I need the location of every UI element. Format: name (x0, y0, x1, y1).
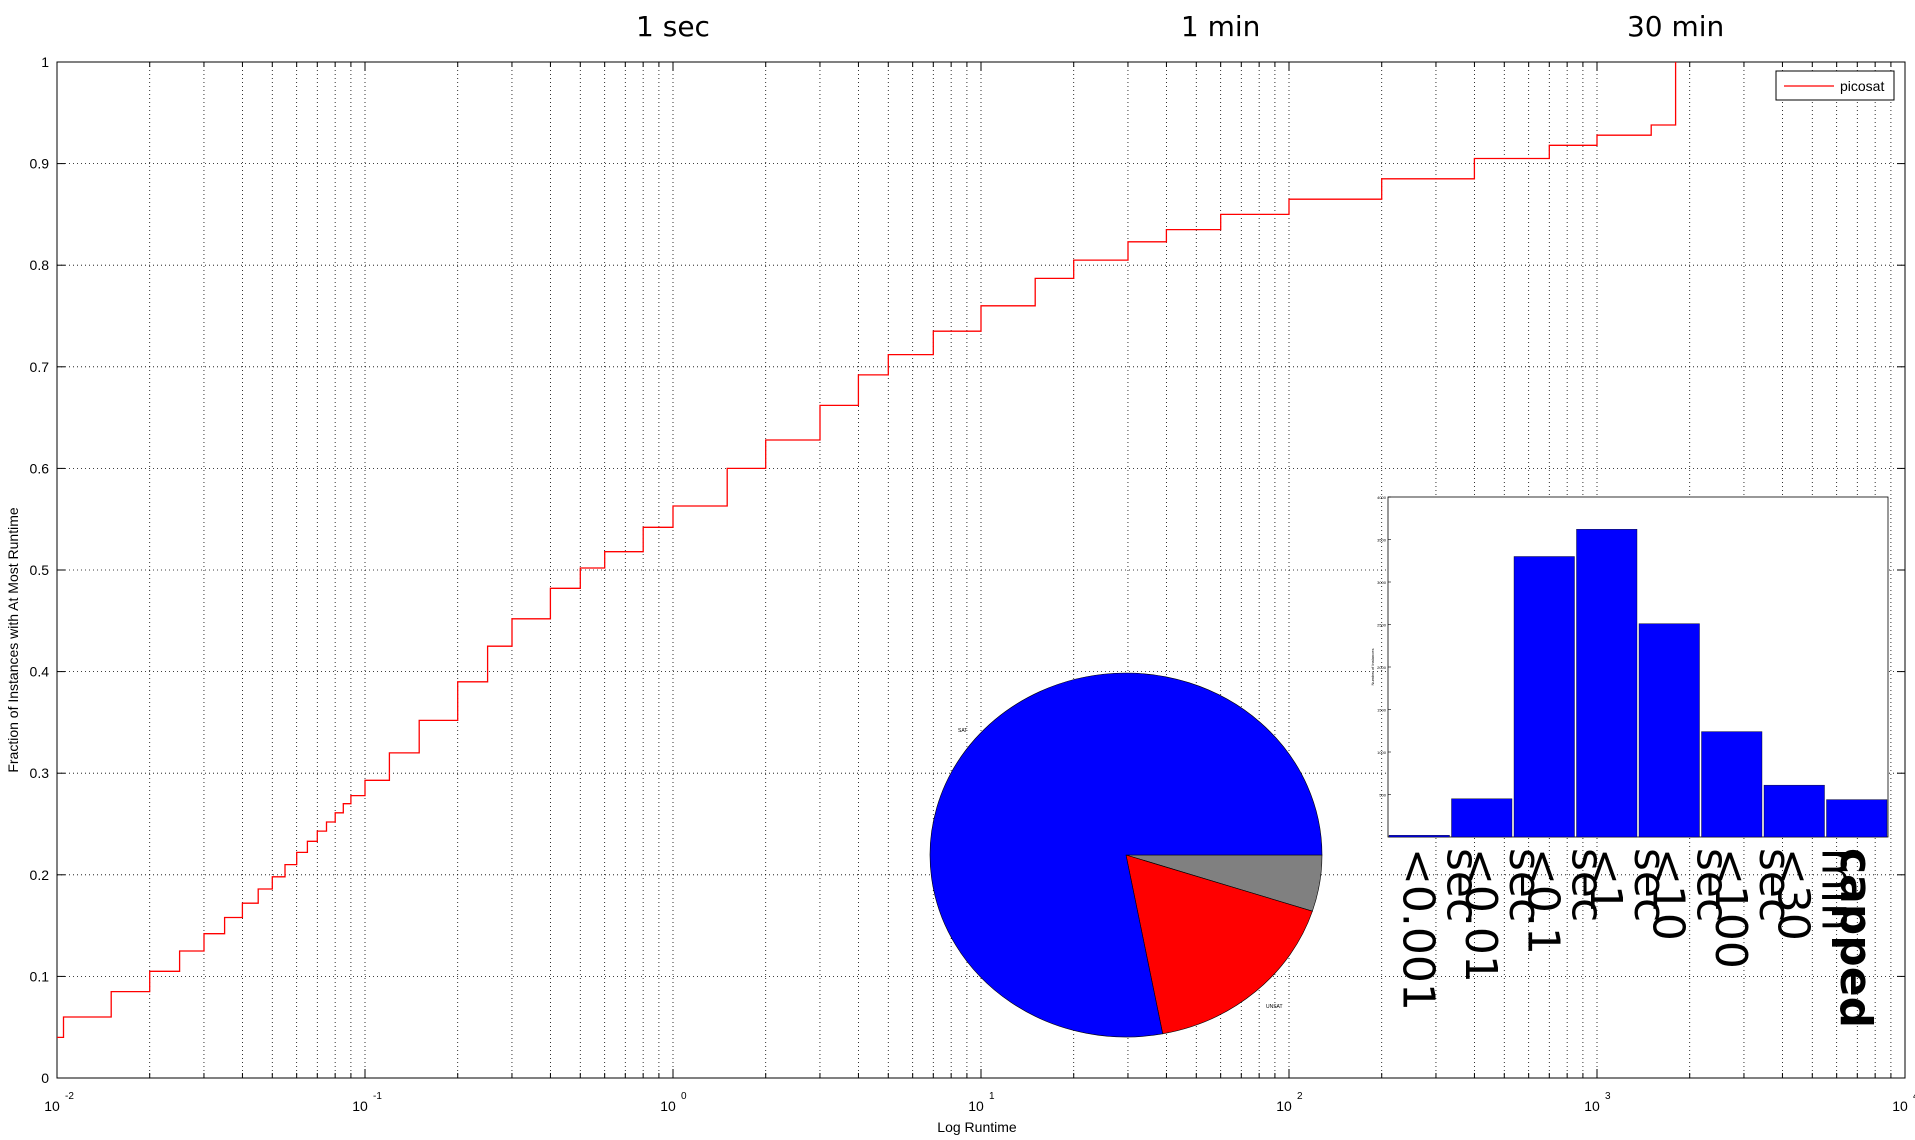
bar-y-tick-label: 2000 (1377, 665, 1387, 670)
x-tick-exponent: 0 (681, 1091, 687, 1102)
bar (1513, 556, 1575, 838)
bar (1451, 798, 1513, 838)
time-annotation: 30 min (1627, 10, 1724, 43)
bar (1388, 835, 1450, 838)
y-tick-label: 0.5 (30, 562, 50, 578)
main-tick-labels: 00.10.20.30.40.50.60.70.80.9110-210-1100… (30, 54, 1915, 1114)
y-tick-label: 1 (41, 54, 49, 70)
x-tick-label: 10 (352, 1098, 368, 1114)
y-tick-label: 0.8 (30, 257, 50, 273)
time-annotation: 1 min (1181, 10, 1261, 43)
bar (1638, 623, 1700, 838)
bar (1826, 799, 1888, 838)
bar-category-label: <0.01sec (1455, 848, 1550, 983)
y-tick-label: 0.1 (30, 968, 50, 984)
bar-y-tick-label: 500 (1379, 793, 1386, 798)
main-axis-ticks (56, 61, 1905, 1079)
bar (1701, 731, 1763, 838)
y-tick-label: 0.2 (30, 867, 50, 883)
pie-label-sat: SAT (958, 728, 967, 734)
bar-axes-frame (1387, 496, 1889, 838)
bar (1763, 784, 1825, 838)
bar-y-axis-label: Number of Instances (1370, 649, 1375, 686)
x-tick-exponent: 3 (1605, 1091, 1611, 1102)
bar-y-tick-label: 3500 (1377, 538, 1387, 543)
bar (1576, 529, 1638, 838)
y-tick-label: 0.9 (30, 156, 50, 172)
y-tick-label: 0.4 (30, 664, 50, 680)
x-tick-label: 10 (968, 1098, 984, 1114)
x-tick-label: 10 (660, 1098, 676, 1114)
bar-y-tick-label: 3000 (1377, 580, 1387, 585)
x-tick-exponent: -2 (65, 1091, 74, 1102)
bar-y-tick-label: 2500 (1377, 623, 1387, 628)
bar-y-tick-label: 4000 (1377, 495, 1387, 500)
pie-label-unsat: UNSAT (1266, 1004, 1283, 1010)
bar-category-label: <10sec (1642, 848, 1737, 941)
bar-category-label: <100sec (1705, 848, 1800, 969)
pie-slice (929, 672, 1323, 1038)
legend-label-picosat: picosat (1840, 78, 1884, 94)
bar-y-tick-label: 1500 (1377, 708, 1387, 713)
x-tick-exponent: 2 (1297, 1091, 1303, 1102)
y-tick-label: 0.6 (30, 460, 50, 476)
legend[interactable]: picosat (1775, 70, 1895, 101)
pie-slice (1125, 854, 1313, 1035)
x-tick-exponent: 4 (1913, 1091, 1915, 1102)
picosat-line (57, 62, 1677, 1039)
time-annotations: 1 sec 1 min 30 min (636, 10, 1724, 43)
y-axis-label: Fraction of Instances with At Most Runti… (5, 507, 21, 773)
x-tick-exponent: 1 (989, 1091, 995, 1102)
main-line-series (57, 62, 1677, 1039)
bar-chart: 500 1000 1500 2000 2500 3000 3500 4000 Number of… (1370, 495, 1889, 1028)
x-tick-label: 10 (1892, 1098, 1908, 1114)
bar-category-label: <0.001sec (1392, 848, 1487, 1011)
time-annotation: 1 sec (636, 10, 710, 43)
y-tick-label: 0 (41, 1070, 49, 1086)
x-tick-label: 10 (1276, 1098, 1292, 1114)
bar-category-label: <30min (1767, 848, 1862, 941)
bar-y-tick-label: 1000 (1377, 750, 1387, 755)
x-tick-label: 10 (1584, 1098, 1600, 1114)
bar-category-label: <0.1sec (1517, 848, 1612, 955)
y-tick-label: 0.7 (30, 359, 50, 375)
bar-category-label: capped (1830, 848, 1881, 1028)
pie-chart: SAT UNSAT (929, 672, 1323, 1038)
bar-category-label: <1sec (1580, 848, 1675, 922)
x-tick-label: 10 (44, 1098, 60, 1114)
x-tick-exponent: -1 (373, 1091, 382, 1102)
y-tick-label: 0.3 (30, 765, 50, 781)
x-axis-label: Log Runtime (937, 1119, 1017, 1135)
